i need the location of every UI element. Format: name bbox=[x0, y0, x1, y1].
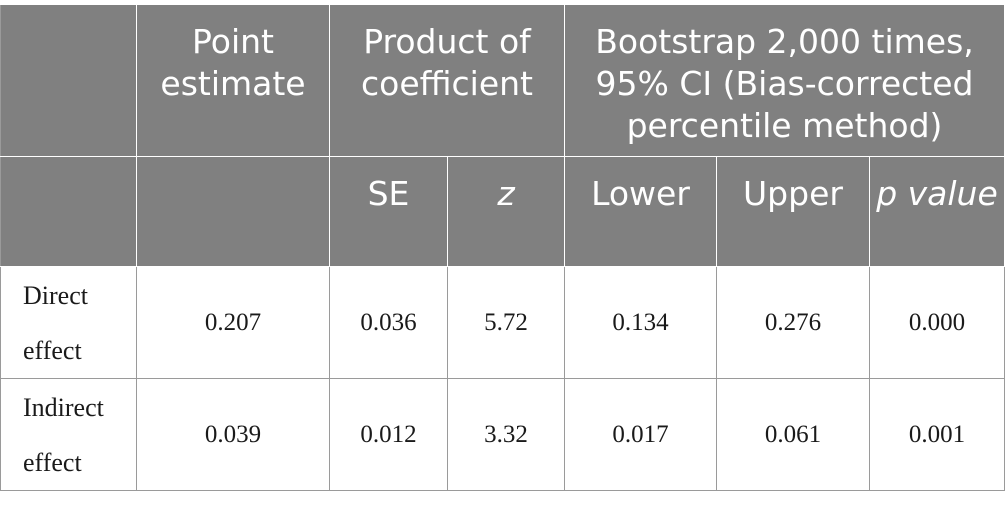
header-z: z bbox=[447, 156, 565, 267]
cell-p-value: 0.000 bbox=[869, 266, 1005, 379]
header-empty-cell bbox=[136, 156, 330, 267]
row-label: Indirect effect bbox=[0, 378, 137, 491]
cell-point-estimate: 0.207 bbox=[136, 266, 330, 379]
table-row: Indirect effect 0.039 0.012 3.32 0.017 0… bbox=[0, 378, 1005, 491]
mediation-effects-table: Point estimate Product of coefficient Bo… bbox=[0, 4, 1005, 491]
header-p-value-text: p value bbox=[876, 174, 998, 213]
header-point-estimate: Point estimate bbox=[136, 4, 330, 157]
cell-lower: 0.017 bbox=[564, 378, 717, 491]
cell-z: 3.32 bbox=[447, 378, 565, 491]
header-empty-cell bbox=[0, 156, 137, 267]
cell-p-value: 0.001 bbox=[869, 378, 1005, 491]
table-body: Direct effect 0.207 0.036 5.72 0.134 0.2… bbox=[0, 266, 1005, 491]
row-label: Direct effect bbox=[0, 266, 137, 379]
cell-lower: 0.134 bbox=[564, 266, 717, 379]
cell-point-estimate: 0.039 bbox=[136, 378, 330, 491]
header-lower: Lower bbox=[564, 156, 717, 267]
header-se: SE bbox=[329, 156, 448, 267]
cell-upper: 0.061 bbox=[716, 378, 870, 491]
table-row: Direct effect 0.207 0.036 5.72 0.134 0.2… bbox=[0, 266, 1005, 379]
header-row-2: SE z Lower Upper p value bbox=[0, 156, 1005, 267]
cell-se: 0.036 bbox=[329, 266, 448, 379]
header-p-value: p value bbox=[869, 156, 1005, 267]
header-bootstrap-ci: Bootstrap 2,000 times, 95% CI (Bias-corr… bbox=[564, 4, 1005, 157]
cell-z: 5.72 bbox=[447, 266, 565, 379]
cell-se: 0.012 bbox=[329, 378, 448, 491]
table-header: Point estimate Product of coefficient Bo… bbox=[0, 4, 1005, 267]
header-upper: Upper bbox=[716, 156, 870, 267]
header-row-1: Point estimate Product of coefficient Bo… bbox=[0, 4, 1005, 157]
cell-upper: 0.276 bbox=[716, 266, 870, 379]
header-empty-cell bbox=[0, 4, 137, 157]
header-product-of-coefficient: Product of coefficient bbox=[329, 4, 565, 157]
